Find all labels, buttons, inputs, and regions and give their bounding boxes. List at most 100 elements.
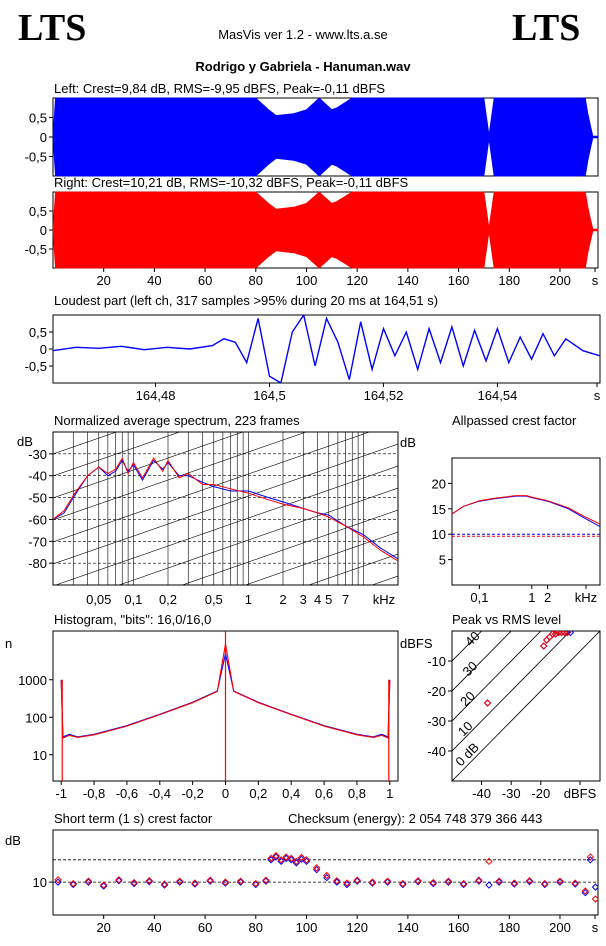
short-term-point-right xyxy=(297,853,306,862)
short-term-point-left xyxy=(541,880,549,889)
short-term-point-right xyxy=(586,853,595,861)
allpass-series-left xyxy=(451,495,601,528)
short-term-point-right xyxy=(475,876,483,884)
short-term-point-right xyxy=(591,895,598,903)
spectrum-x-tick-label: 7 xyxy=(342,592,349,607)
short-term-point-right xyxy=(399,879,407,888)
short-term-point-left xyxy=(475,877,483,885)
short-term-point-right xyxy=(262,876,270,884)
histogram-ylabel: n xyxy=(5,636,12,651)
short-term-point-right xyxy=(191,879,199,887)
short-term-point-left xyxy=(571,880,579,888)
spectrum-series-right xyxy=(53,457,398,562)
short-term-point-left xyxy=(485,881,493,889)
loudest-x-tick-label: 164,52 xyxy=(364,388,404,403)
short-term-point-left xyxy=(525,877,534,886)
short-term-point-right xyxy=(206,876,214,884)
waveform-time-tick-label: 160 xyxy=(448,273,470,288)
waveform-time-tick-label: s xyxy=(592,273,599,288)
peak-rms-diagonal xyxy=(452,631,571,752)
short-term-point-left xyxy=(145,877,154,886)
short-term-point-right xyxy=(54,876,62,884)
spectrum-slope-line xyxy=(53,432,54,433)
short-term-x-tick-label: 200 xyxy=(549,920,571,935)
histogram-x-tick-label: 0,8 xyxy=(348,786,366,801)
short-term-point-left xyxy=(176,878,184,886)
histogram-x-tick-label: -0,2 xyxy=(181,786,203,801)
short-term-point-left xyxy=(262,877,270,885)
allpass-x-tick-label: kHz xyxy=(575,590,597,605)
spectrum-x-tick-label: 0,5 xyxy=(205,592,223,607)
waveform-right-envelope xyxy=(52,191,599,269)
spectrum-series-left xyxy=(53,459,398,560)
histogram-y-tick-label: 100 xyxy=(25,710,47,725)
peak-rms-point-left xyxy=(540,642,548,650)
peak-rms-ylabel: dBFS xyxy=(400,636,433,651)
spectrum-x-tick-label: 0,2 xyxy=(159,592,177,607)
waveform-left-envelope xyxy=(52,97,599,177)
loudest-x-tick-label: 164,54 xyxy=(478,388,518,403)
short-term-point-right xyxy=(541,879,549,888)
peak-rms-point-right xyxy=(543,636,551,644)
short-term-point-left xyxy=(368,879,377,887)
short-term-x-tick-label: s xyxy=(592,920,599,935)
short-term-x-tick-label: 40 xyxy=(147,920,161,935)
spectrum-x-tick-label: 0,05 xyxy=(86,592,111,607)
short-term-point-left xyxy=(353,877,361,885)
allpass-x-tick-label: 1 xyxy=(528,590,535,605)
short-term-point-right xyxy=(115,876,123,884)
histogram-x-tick-label: 1 xyxy=(386,786,393,801)
spectrum-y-tick-label: -30 xyxy=(28,447,47,462)
peak-rms-y-tick-label: -40 xyxy=(427,744,446,759)
spectrum-y-tick-label: -50 xyxy=(28,491,47,506)
spectrum-x-tick-label: 4 xyxy=(314,592,321,607)
waveform-time-tick-label: 60 xyxy=(198,273,212,288)
right-channel-title: Right: Crest=10,21 dB, RMS=-10,32 dBFS, … xyxy=(54,175,409,190)
waveform-left-y-tick-label: 0,5 xyxy=(29,111,47,126)
short-term-point-right xyxy=(581,887,590,895)
peak-rms-point-right xyxy=(551,631,560,638)
short-term-point-left xyxy=(556,878,564,886)
short-term-point-right xyxy=(145,877,154,885)
short-term-ylabel: dB xyxy=(5,833,21,848)
loudest-x-tick-label: 164,48 xyxy=(136,388,176,403)
short-term-point-right xyxy=(160,880,169,888)
waveform-time-tick-label: 140 xyxy=(397,273,419,288)
peak-rms-point-left xyxy=(566,631,575,637)
short-term-point-left xyxy=(99,882,108,890)
allpass-y-tick-label: 10 xyxy=(432,527,446,542)
short-term-point-right xyxy=(556,877,564,885)
peak-rms-point-right xyxy=(557,631,566,637)
waveform-time-tick-label: 80 xyxy=(249,273,263,288)
waveform-right-y-tick-label: -0,5 xyxy=(25,242,47,257)
short-term-point-left xyxy=(160,881,169,889)
peak-rms-diagonal xyxy=(452,631,512,692)
waveform-left-y-tick-label: -0,5 xyxy=(25,150,47,165)
spectrum-ylabel: dB xyxy=(17,434,33,449)
peak-rms-x-tick-label: dBFS xyxy=(564,786,597,801)
short-term-x-tick-label: 140 xyxy=(397,920,419,935)
loudest-series-line xyxy=(53,315,600,383)
short-term-point-right xyxy=(282,853,290,861)
peak-rms-diagonal-label: 20 xyxy=(457,688,478,709)
short-term-frame xyxy=(52,829,599,916)
short-term-point-left xyxy=(383,878,392,886)
short-term-point-left xyxy=(84,878,93,886)
histogram-x-tick-label: 0,4 xyxy=(282,786,300,801)
loudest-y-tick-label: 0 xyxy=(40,342,47,357)
short-term-point-right xyxy=(525,877,534,885)
short-term-point-right xyxy=(414,877,422,885)
short-term-point-right xyxy=(292,857,301,866)
peak-rms-y-tick-label: -10 xyxy=(427,654,446,669)
short-term-point-right xyxy=(130,878,138,887)
peak-rms-y-tick-label: -20 xyxy=(427,684,446,699)
short-term-point-right xyxy=(277,856,285,864)
waveform-left-y-tick-label: 0 xyxy=(40,130,47,145)
short-term-point-left xyxy=(459,880,468,889)
short-term-point-right xyxy=(176,877,184,885)
peak-rms-point-right xyxy=(540,642,548,650)
waveform-time-tick-label: 40 xyxy=(147,273,161,288)
loudest-y-tick-label: -0,5 xyxy=(25,359,47,374)
spectrum-y-tick-label: -70 xyxy=(28,534,47,549)
allpass-title: Allpassed crest factor xyxy=(452,413,577,428)
